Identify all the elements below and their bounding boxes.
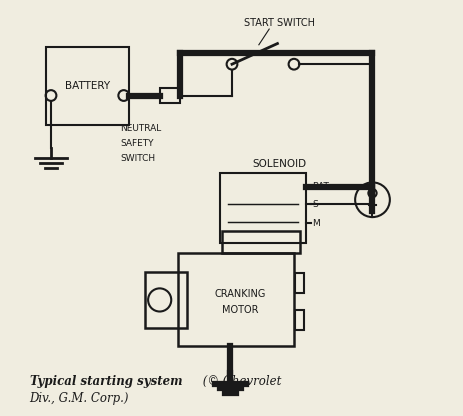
Bar xyxy=(46,47,128,125)
Bar xyxy=(219,173,306,243)
Text: BAT.: BAT. xyxy=(312,183,331,191)
Bar xyxy=(221,231,300,253)
Text: SOLENOID: SOLENOID xyxy=(252,159,306,169)
Bar xyxy=(159,88,180,103)
Text: Typical starting system: Typical starting system xyxy=(30,375,181,389)
Text: M: M xyxy=(312,219,319,228)
Text: (© Chevrolet: (© Chevrolet xyxy=(199,375,281,389)
Bar xyxy=(178,253,294,347)
Text: S: S xyxy=(312,200,318,209)
Text: MOTOR: MOTOR xyxy=(221,305,258,315)
Text: SAFETY: SAFETY xyxy=(120,139,154,149)
Text: NEUTRAL: NEUTRAL xyxy=(120,124,161,134)
Text: CRANKING: CRANKING xyxy=(214,289,265,299)
Bar xyxy=(145,272,186,328)
Bar xyxy=(294,273,303,293)
Text: START SWITCH: START SWITCH xyxy=(244,18,314,28)
Text: SWITCH: SWITCH xyxy=(120,154,155,163)
Text: BATTERY: BATTERY xyxy=(65,81,110,91)
Bar xyxy=(294,310,303,330)
Text: Div., G.M. Corp.): Div., G.M. Corp.) xyxy=(30,392,129,405)
